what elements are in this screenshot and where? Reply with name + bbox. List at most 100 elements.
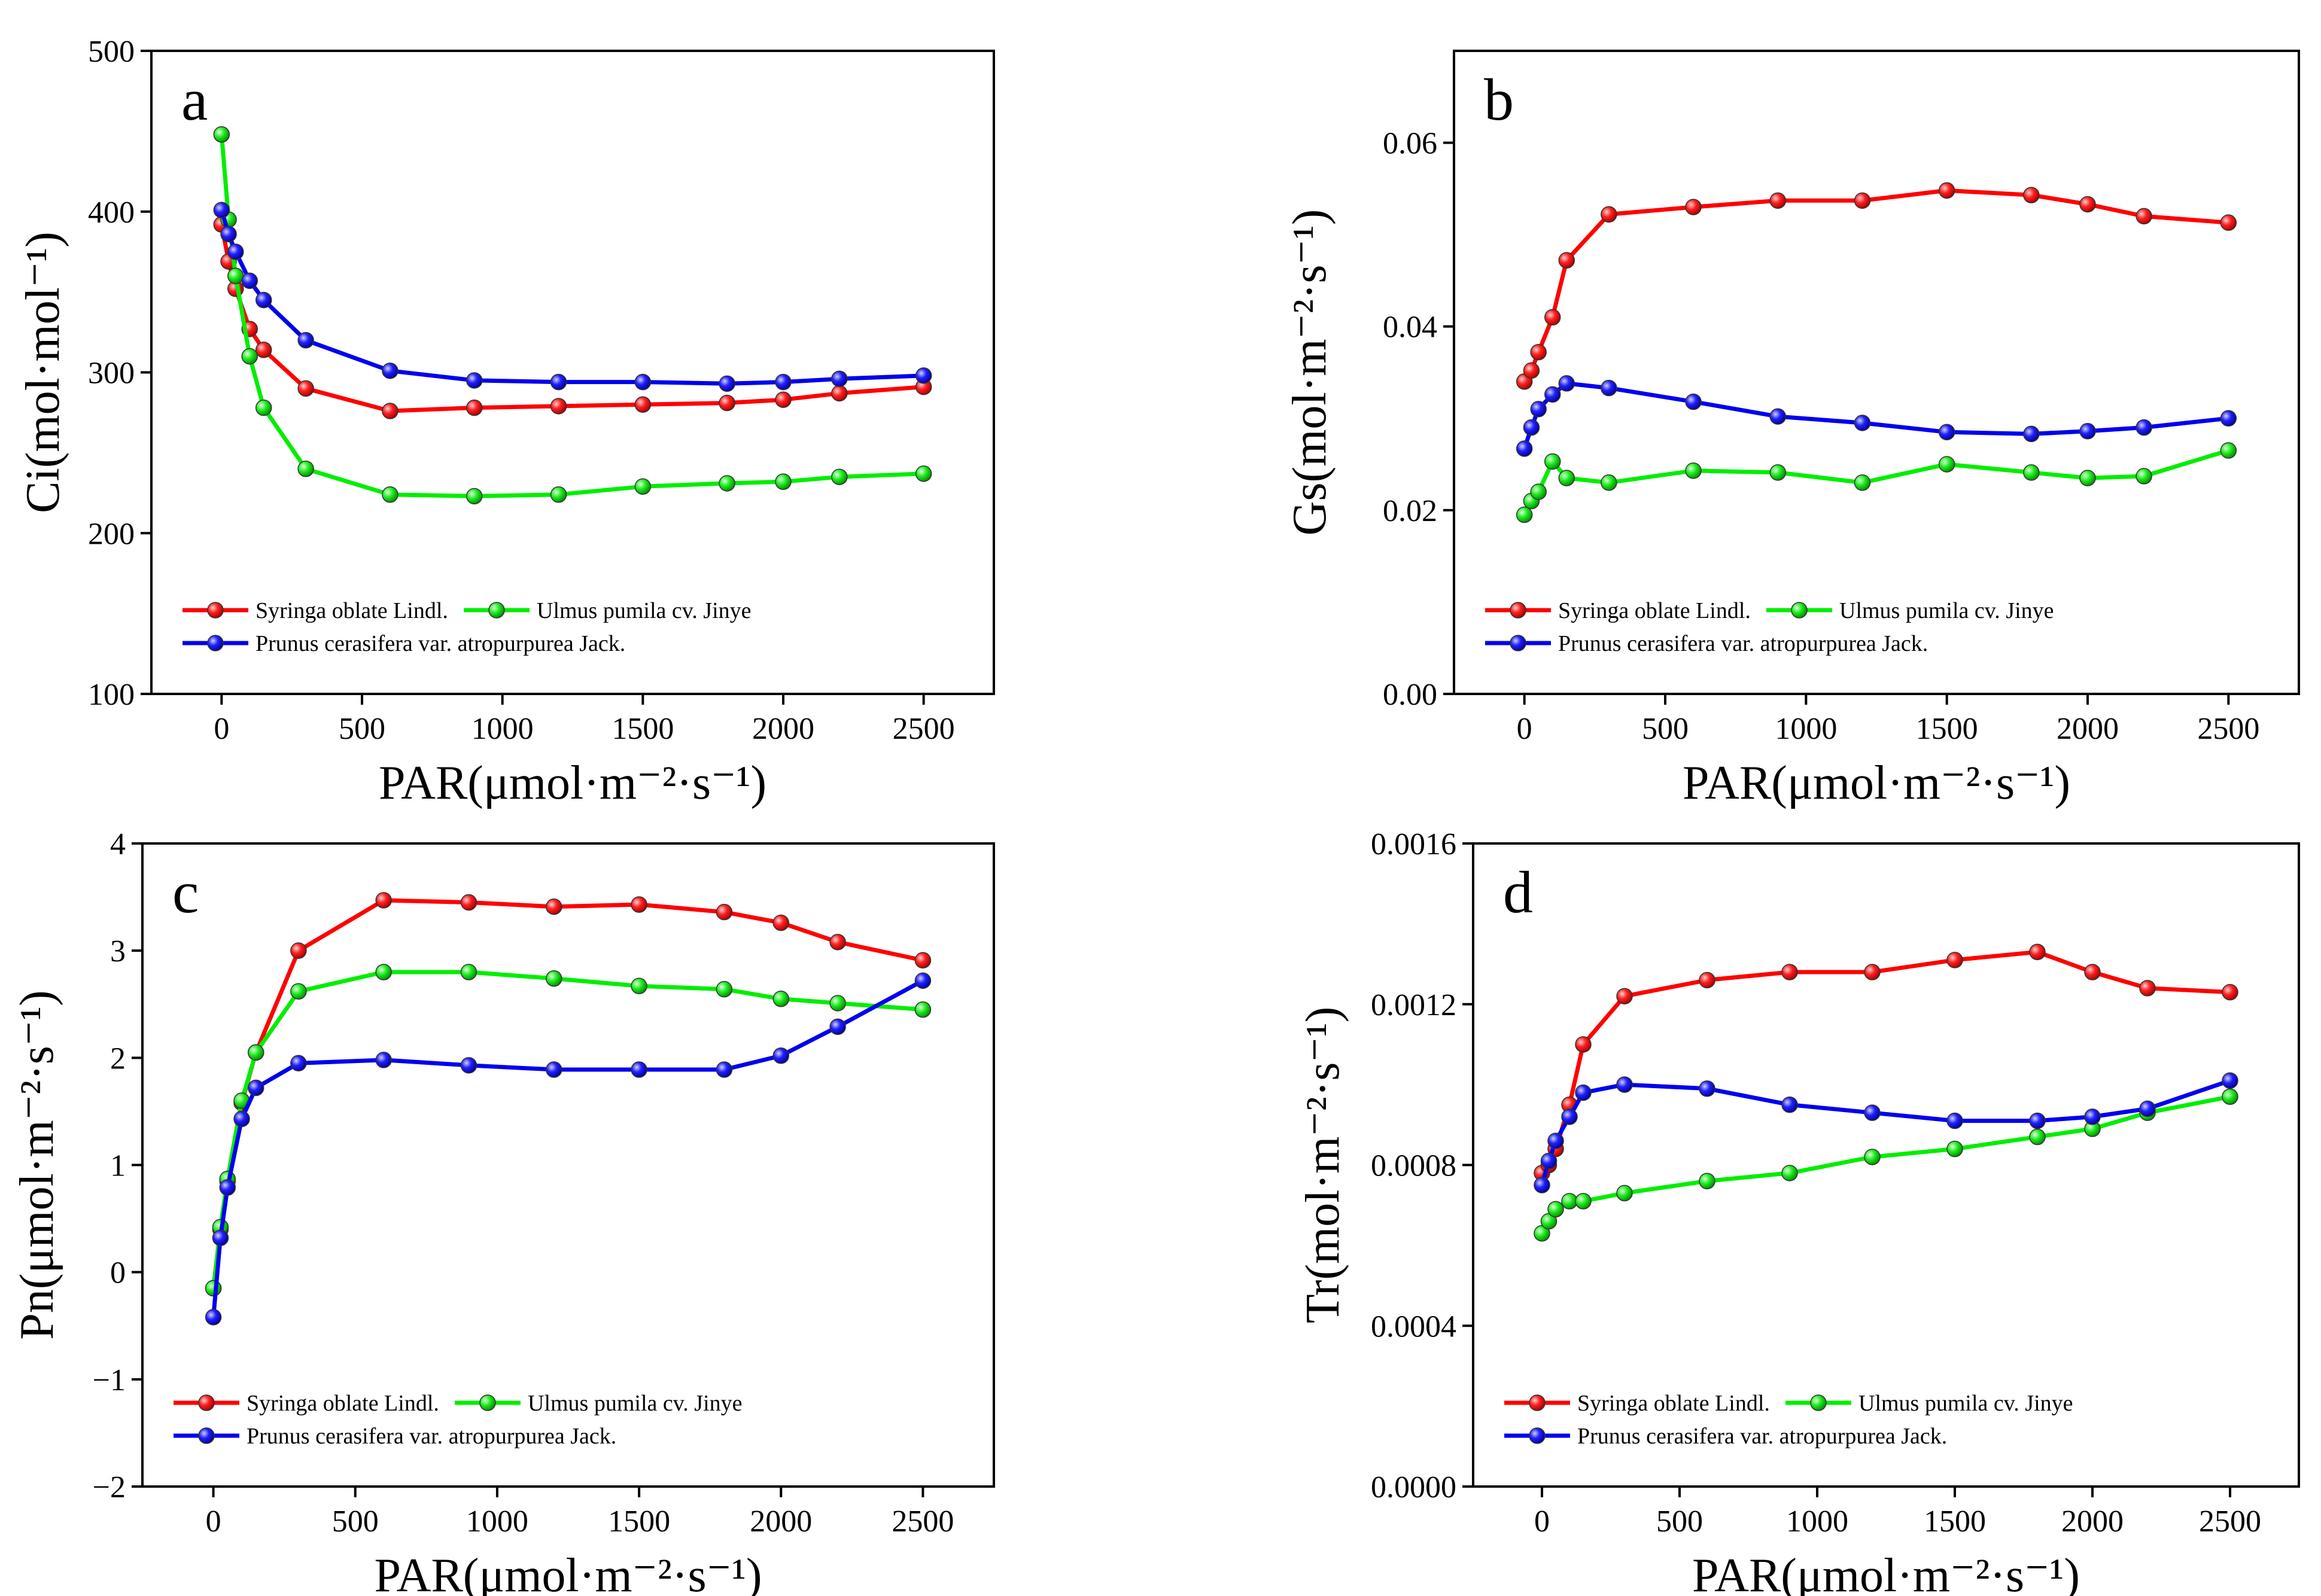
y-axis-title: Gs(mol·m⁻²·s⁻¹) [1283, 209, 1336, 536]
y-tick-label: 3 [110, 934, 126, 968]
data-point [2220, 410, 2237, 427]
data-point [1575, 1036, 1592, 1053]
data-point [466, 372, 483, 389]
y-tick-label: 0.02 [1383, 494, 1437, 528]
data-point [914, 1001, 932, 1018]
data-point [220, 226, 237, 243]
legend-label-3: Prunus cerasifera var. atropurpurea Jack… [1558, 631, 1928, 656]
x-tick-label: 2500 [892, 1504, 954, 1539]
legend-marker-3 [1510, 635, 1526, 651]
x-tick-label: 2000 [2057, 712, 2119, 746]
data-point [2029, 1112, 2046, 1129]
x-tick-label: 1000 [471, 712, 534, 746]
legend-label-2: Ulmus pumila cv. Jinye [537, 598, 752, 623]
y-tick-label: 2 [110, 1041, 126, 1076]
data-point [2222, 1088, 2238, 1105]
data-point [1601, 474, 1617, 491]
legend-marker-2 [1810, 1394, 1827, 1411]
data-point [255, 291, 272, 309]
data-point [1938, 182, 1955, 199]
data-point [213, 126, 230, 143]
plot-frame [1472, 842, 2300, 1488]
x-tick-label: 1500 [1924, 1504, 1986, 1539]
data-point [772, 914, 789, 931]
series-line-3 [1540, 1079, 2231, 1186]
data-point [382, 486, 399, 503]
data-point [631, 977, 647, 995]
x-tick-label: 2500 [2197, 712, 2259, 746]
data-point [1854, 192, 1871, 209]
data-point [716, 1061, 733, 1078]
y-tick-label: 300 [88, 357, 135, 391]
data-point [1864, 1104, 1881, 1121]
data-point [2139, 980, 2156, 997]
x-tick-label: 1000 [1786, 1504, 1848, 1539]
data-point [719, 475, 735, 492]
data-point [1699, 971, 1715, 989]
data-point [2079, 470, 2096, 486]
data-point [716, 903, 733, 921]
data-point [290, 942, 307, 959]
series-line-1 [1540, 949, 2231, 1175]
data-point [1685, 462, 1702, 479]
data-point [1544, 386, 1561, 403]
data-point [1938, 456, 1955, 473]
data-point [205, 1309, 222, 1326]
legend-label-2: Ulmus pumila cv. Jinye [1858, 1391, 2073, 1416]
data-point [297, 461, 314, 477]
data-point [2136, 208, 2152, 225]
legend-marker-1 [198, 1394, 215, 1411]
panel-label: b [1484, 66, 1514, 133]
x-axis-title: PAR(μmol·m⁻²·s⁻¹) [1683, 757, 2070, 809]
data-point [719, 394, 735, 412]
legend-label-2: Ulmus pumila cv. Jinye [1839, 598, 2054, 623]
x-tick-label: 500 [1642, 712, 1689, 746]
data-point [290, 1055, 307, 1072]
data-point [1516, 440, 1533, 457]
data-point [829, 995, 846, 1012]
legend-label-1: Syringa oblate Lindl. [1558, 598, 1751, 623]
data-point [2222, 1072, 2238, 1089]
data-point [1516, 506, 1533, 523]
legend-label-3: Prunus cerasifera var. atropurpurea Jack… [247, 1424, 616, 1449]
data-point [829, 1018, 846, 1035]
data-point [212, 1229, 229, 1247]
x-tick-label: 0 [1534, 1504, 1550, 1539]
data-point [1781, 1096, 1798, 1113]
y-tick-label: 0.0012 [1371, 988, 1456, 1022]
data-point [1561, 1108, 1578, 1125]
data-point [1854, 474, 1871, 491]
x-tick-label: 1500 [608, 1504, 670, 1539]
data-point [719, 375, 735, 392]
data-point [1558, 375, 1575, 392]
data-point [1699, 1172, 1715, 1190]
data-point [1769, 464, 1787, 481]
legend-label-3: Prunus cerasifera var. atropurpurea Jack… [255, 631, 625, 656]
panel-label: a [181, 66, 208, 133]
data-point [2084, 964, 2101, 980]
data-point [1685, 199, 1702, 215]
data-point [2222, 983, 2238, 1001]
data-point [716, 980, 733, 998]
data-point [915, 465, 932, 482]
data-point [1540, 1153, 1558, 1169]
y-tick-label: 0.0008 [1371, 1149, 1456, 1183]
series-line-2 [1522, 448, 2229, 516]
data-point [772, 1047, 789, 1064]
legend-marker-1 [1529, 1394, 1546, 1411]
data-point [831, 468, 848, 485]
plot-frame [141, 842, 995, 1488]
data-point [2029, 943, 2046, 961]
data-point [1575, 1193, 1592, 1210]
data-point [1938, 424, 1955, 441]
x-tick-label: 0 [1517, 712, 1532, 746]
data-point [219, 1179, 236, 1196]
data-point [466, 488, 483, 505]
data-point [1854, 415, 1871, 431]
data-point [2023, 464, 2040, 481]
panel-a: 0 500 1000 1500 2000 2500 100 200 300 400 500 a PAR(… [17, 35, 995, 809]
data-point [213, 202, 230, 218]
data-point [1601, 379, 1617, 397]
y-tick-label: 100 [88, 678, 135, 712]
